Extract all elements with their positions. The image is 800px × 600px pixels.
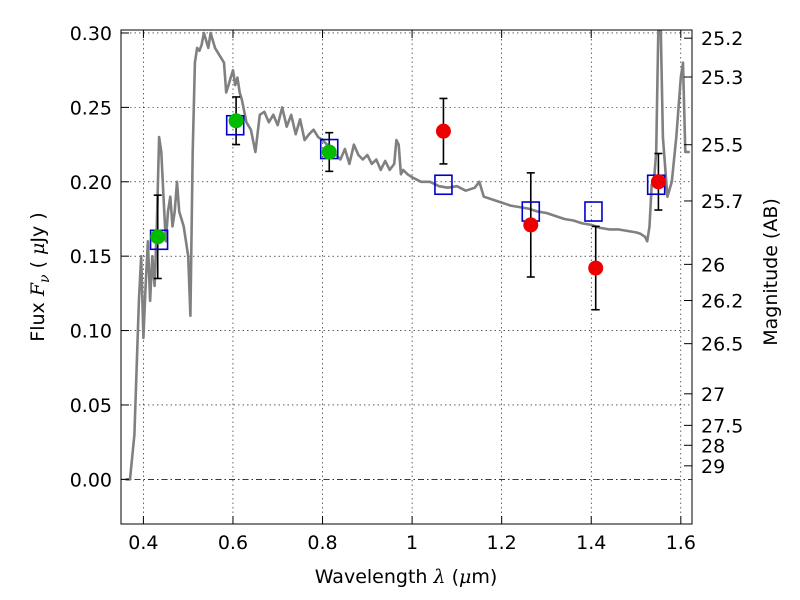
red-point bbox=[435, 123, 451, 139]
magnitude-tick-label: 27 bbox=[701, 384, 725, 406]
y-tick-label: 0.05 bbox=[70, 395, 112, 417]
magnitude-tick-label: 25.7 bbox=[701, 191, 743, 213]
magnitude-tick-label: 26 bbox=[701, 254, 725, 276]
red-point bbox=[588, 260, 604, 276]
y-ticks: 0.00 0.05 0.10 0.15 0.20 0.25 0.30 bbox=[70, 23, 129, 491]
magnitude-axis-title: Magnitude (AB) bbox=[760, 198, 782, 346]
x-tick-label: 1.4 bbox=[576, 532, 606, 554]
plot-area bbox=[125, 30, 690, 481]
model-box bbox=[434, 174, 453, 196]
model-box bbox=[584, 201, 603, 222]
plot-frame bbox=[120, 29, 693, 525]
x-axis-title: Wavelength λ (μm) bbox=[315, 566, 498, 588]
data-points bbox=[149, 96, 666, 311]
green-point bbox=[150, 229, 166, 245]
magnitude-tick-label: 29 bbox=[701, 456, 725, 478]
magnitude-tick-label: 25.3 bbox=[701, 67, 743, 89]
x-tick-label: 0.8 bbox=[307, 532, 337, 554]
x-tick-label: 1.2 bbox=[487, 532, 517, 554]
grid bbox=[121, 30, 692, 524]
x-tick-label: 0.4 bbox=[128, 532, 158, 554]
magnitude-tick-label: 25.5 bbox=[701, 135, 743, 157]
x-ticks: 0.4 0.6 0.8 1 1.2 1.4 1.6 bbox=[128, 30, 696, 554]
magnitude-tick-label: 28 bbox=[701, 435, 725, 457]
red-point bbox=[650, 174, 666, 190]
x-tick-label: 1 bbox=[406, 532, 418, 554]
y-tick-label: 0.30 bbox=[70, 23, 112, 45]
y-tick-label: 0.20 bbox=[70, 172, 112, 194]
x-tick-label: 1.6 bbox=[666, 532, 696, 554]
spectrum-line bbox=[125, 30, 690, 481]
magnitude-tick-label: 26.5 bbox=[701, 334, 743, 356]
magnitude-tick-label: 25.2 bbox=[701, 28, 743, 50]
y-tick-label: 0.15 bbox=[70, 246, 112, 268]
magnitude-tick-label: 27.5 bbox=[701, 415, 743, 437]
green-point bbox=[228, 113, 244, 129]
y-tick-label: 0.25 bbox=[70, 97, 112, 119]
y-tick-label: 0.10 bbox=[70, 321, 112, 343]
y-tick-label: 0.00 bbox=[70, 469, 112, 491]
magnitude-tick-label: 26.2 bbox=[701, 291, 743, 313]
green-point bbox=[321, 144, 337, 160]
y-axis-title: Flux Fν ( μJy ) bbox=[27, 212, 53, 341]
x-tick-label: 0.6 bbox=[218, 532, 248, 554]
red-point bbox=[523, 217, 539, 233]
